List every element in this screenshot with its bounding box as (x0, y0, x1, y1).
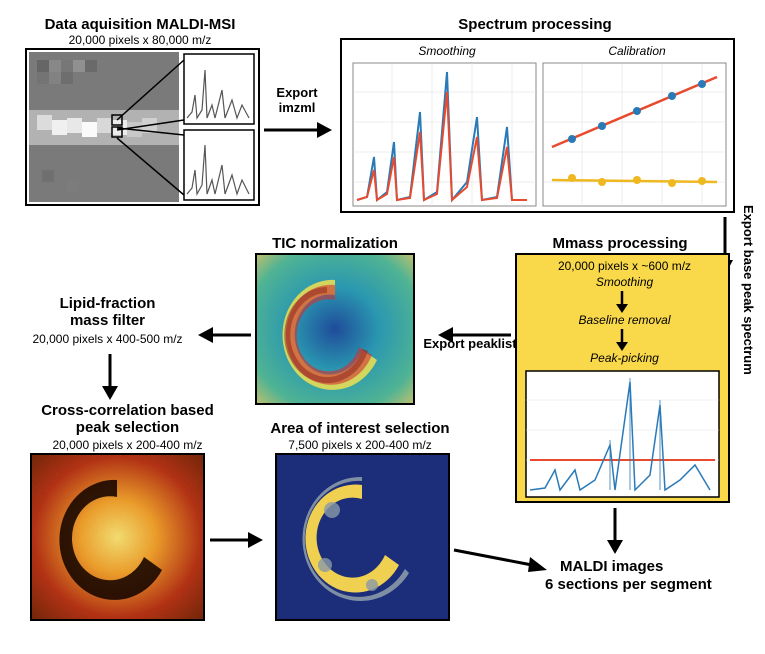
calibration-plot (542, 62, 727, 207)
arrow-aoi-final (452, 540, 552, 580)
aoi-image (277, 455, 448, 619)
arrow2-label: Export base peak spectrum (736, 200, 756, 380)
final-line1: MALDI images (560, 558, 760, 575)
mmass-panel: 20,000 pixels x ~600 m/z Smoothing Basel… (515, 253, 730, 503)
spectrum-title: Spectrum processing (370, 16, 700, 33)
tic-image (257, 255, 413, 403)
aoi-panel (275, 453, 450, 621)
mmass-arrow2 (612, 329, 632, 351)
data-acq-title: Data aquisition MALDI-MSI (30, 16, 250, 33)
mmass-step1: Smoothing (517, 275, 732, 289)
tic-panel (255, 253, 415, 405)
lipid-subtitle: 20,000 pixels x 400-500 m/z (25, 332, 190, 346)
arrow-cross-aoi (208, 525, 263, 555)
arrow-lipid-cross (95, 352, 125, 400)
arrow-mmass-final (600, 506, 630, 554)
aoi-title: Area of interest selection (245, 420, 475, 437)
arrow3-label: Export peaklist (415, 336, 525, 351)
data-acq-panel (25, 48, 260, 206)
cross-subtitle: 20,000 pixels x 200-400 m/z (20, 438, 235, 452)
mmass-step2: Baseline removal (517, 313, 732, 327)
mmass-step3: Peak-picking (517, 351, 732, 365)
peakpicking-plot (525, 370, 720, 498)
spectrum-smoothing-label: Smoothing (372, 44, 522, 58)
spectrum-calibration-label: Calibration (562, 44, 712, 58)
lipid-title: Lipid-fractionmass filter (25, 295, 190, 329)
cross-image (32, 455, 203, 619)
workflow-diagram: Data aquisition MALDI-MSI 20,000 pixels … (20, 20, 745, 634)
cross-title: Cross-correlation basedpeak selection (20, 402, 235, 436)
cross-panel (30, 453, 205, 621)
tic-title: TIC normalization (250, 235, 420, 252)
arrow-tic-lipid (195, 320, 253, 350)
aoi-subtitle: 7,500 pixels x 200-400 m/z (245, 438, 475, 452)
final-line2: 6 sections per segment (545, 576, 765, 593)
mmass-subtitle: 20,000 pixels x ~600 m/z (517, 259, 732, 273)
mmass-arrow1 (612, 291, 632, 313)
spectrum-panel: Smoothing Calibration (340, 38, 735, 213)
data-acq-subtitle: 20,000 pixels x 80,000 m/z (30, 33, 250, 47)
arrow-export-imzml (262, 115, 332, 145)
data-acq-image (27, 50, 258, 204)
smoothing-plot (352, 62, 537, 207)
arrow1-label: Exportimzml (268, 85, 326, 115)
mmass-title: Mmass processing (520, 235, 720, 252)
